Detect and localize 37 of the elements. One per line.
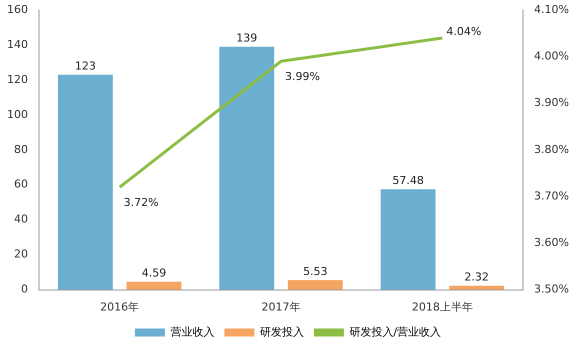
y-tick-label: 60: [14, 178, 28, 191]
data-label: 3.99%: [285, 70, 320, 84]
bar: [380, 189, 436, 290]
legend-label: 研发投入/营业收入: [349, 325, 442, 338]
y2-tick-label: 4.10%: [534, 2, 570, 16]
y-tick-label: 0: [20, 282, 28, 296]
y2-tick-label: 3.80%: [534, 142, 570, 156]
y-tick-label: 80: [14, 142, 28, 156]
data-label: 4.59: [142, 266, 166, 280]
y-tick-label: 160: [6, 2, 28, 16]
y-tick-label: 40: [14, 212, 28, 226]
data-label: 57.48: [392, 174, 424, 188]
bar: [219, 46, 274, 290]
data-label: 5.53: [303, 264, 328, 278]
bar: [449, 286, 504, 290]
bar: [126, 282, 182, 290]
bar: [58, 74, 113, 290]
data-label: 3.72%: [124, 196, 159, 210]
data-label: 123: [74, 60, 96, 73]
x-tick-label: 2017年: [262, 300, 301, 314]
x-tick-label: 2018上半年: [412, 300, 473, 314]
y-tick-label: 120: [6, 72, 28, 86]
y-tick-label: 140: [6, 38, 28, 51]
data-label: 4.04%: [446, 24, 482, 38]
bar: [288, 280, 343, 290]
y-tick-label: 20: [14, 248, 28, 261]
y-tick-label: 100: [6, 108, 28, 121]
x-tick-label: 2016年: [100, 300, 140, 314]
y2-tick-label: 4.00%: [534, 49, 570, 62]
legend-label: 营业收入: [170, 325, 214, 338]
y2-tick-label: 3.70%: [534, 189, 570, 202]
data-label: 139: [236, 32, 258, 45]
data-label: 2.32: [464, 270, 489, 284]
legend-label: 研发投入: [260, 325, 304, 338]
y2-tick-label: 3.90%: [534, 96, 570, 110]
y2-tick-label: 3.50%: [534, 282, 570, 296]
y2-tick-label: 3.60%: [534, 236, 570, 250]
